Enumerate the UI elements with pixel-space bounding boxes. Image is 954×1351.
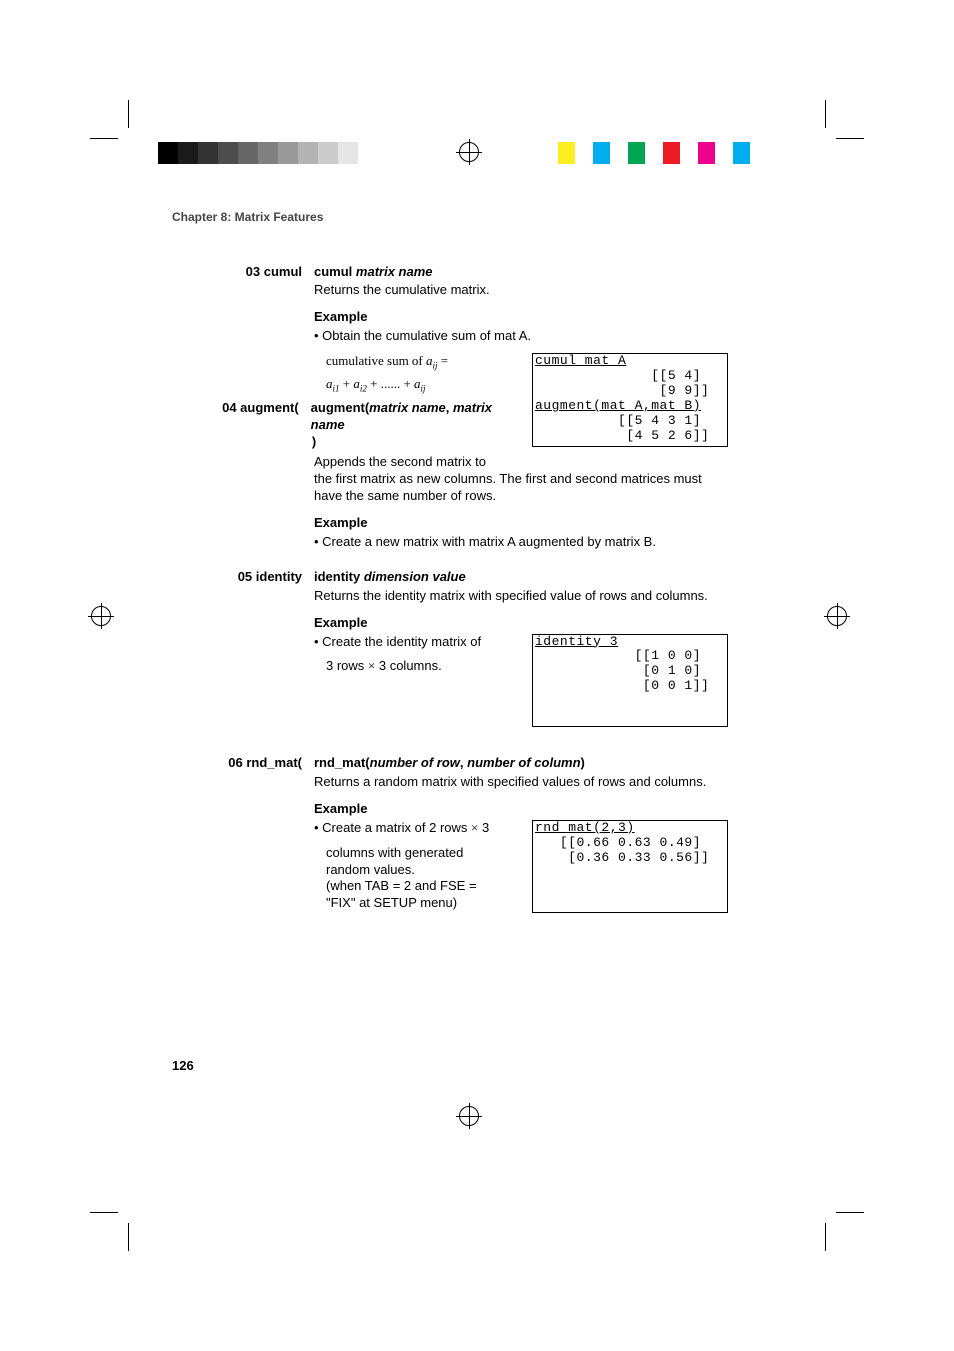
example-bullet-06-l3: random values.	[326, 862, 524, 879]
example-bullet-06-l5: "FIX" at SETUP menu)	[326, 895, 524, 912]
syntax-06: rnd_mat(number of row, number of column)	[314, 755, 728, 772]
calc-screen-06: rnd_mat(2,3) [[0.66 0.63 0.49] [0.36 0.3…	[532, 820, 728, 914]
example-bullet-06-l2: columns with generated	[326, 845, 524, 862]
example-head-03: Example	[314, 309, 728, 326]
section-05: 05 identity identity dimension value Ret…	[172, 569, 728, 731]
desc-04-rest: the first matrix as new columns. The fir…	[314, 471, 728, 505]
desc-06: Returns a random matrix with specified v…	[314, 774, 728, 791]
example-head-05: Example	[314, 615, 728, 632]
grayscale-bar	[158, 142, 378, 164]
color-bar	[540, 142, 750, 164]
crop-mark-tl	[90, 100, 130, 140]
example-bullet-06: Create a matrix of 2 rows × 3	[314, 820, 524, 837]
example-bullet-06-l4: (when TAB = 2 and FSE =	[326, 878, 524, 895]
section-03-04: 03 cumul cumul matrix name Returns the c…	[172, 264, 728, 559]
calc-screen-03-04: cumul mat A [[5 4] [9 9]]augment(mat A,m…	[532, 353, 728, 447]
section-label-04: 04 augment(	[172, 400, 311, 453]
example-bullet-05-cont: 3 rows × 3 columns.	[326, 658, 524, 675]
syntax-03: cumul matrix name	[314, 264, 728, 281]
formula-03b: ai1 + ai2 + ...... + aij	[326, 376, 524, 395]
crop-mark-br	[824, 1211, 864, 1251]
section-06: 06 rnd_mat( rnd_mat(number of row, numbe…	[172, 755, 728, 917]
example-head-06: Example	[314, 801, 728, 818]
example-head-04: Example	[314, 515, 728, 532]
section-label-06: 06 rnd_mat(	[172, 755, 314, 917]
page-number: 126	[172, 1058, 194, 1073]
example-bullet-04: Create a new matrix with matrix A augmen…	[314, 534, 728, 551]
formula-03a: cumulative sum of aij =	[326, 353, 524, 372]
crop-mark-bl	[90, 1211, 130, 1251]
page-content: Chapter 8: Matrix Features 03 cumul cumu…	[172, 210, 728, 927]
desc-04-lead: Appends the second matrix to	[314, 454, 524, 471]
example-bullet-03: Obtain the cumulative sum of mat A.	[314, 328, 728, 345]
section-label-05: 05 identity	[172, 569, 314, 731]
syntax-05: identity dimension value	[314, 569, 728, 586]
desc-03: Returns the cumulative matrix.	[314, 282, 728, 299]
chapter-heading: Chapter 8: Matrix Features	[172, 210, 728, 226]
syntax-04: augment(matrix name, matrix namex)	[311, 400, 524, 451]
example-bullet-05: Create the identity matrix of	[314, 634, 524, 651]
desc-05: Returns the identity matrix with specifi…	[314, 588, 728, 605]
crop-mark-tr	[824, 100, 864, 140]
calc-screen-05: identity 3 [[1 0 0] [0 1 0] [0 0 1]]	[532, 634, 728, 728]
